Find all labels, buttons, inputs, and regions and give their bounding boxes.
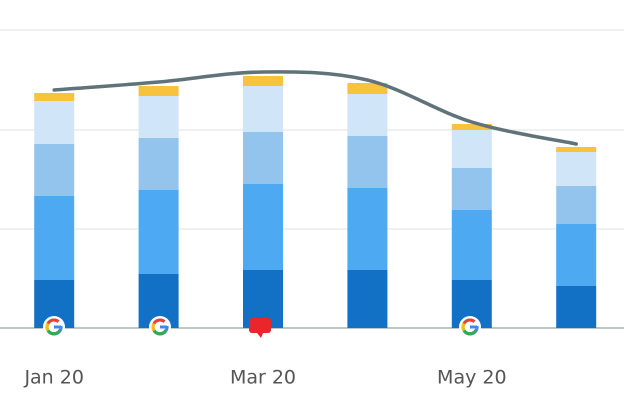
bar-segment xyxy=(347,94,388,136)
bar-segment xyxy=(347,136,388,188)
bar-segment xyxy=(243,184,283,270)
google-icon xyxy=(43,316,65,338)
google-icon xyxy=(459,316,481,338)
bar-segment xyxy=(556,286,597,328)
bar-segment xyxy=(451,130,492,168)
bar-segment xyxy=(34,144,75,196)
trend-line xyxy=(52,70,578,146)
x-tick-label: Jan 20 xyxy=(23,367,84,389)
bar-segment xyxy=(451,168,492,210)
bar-segment xyxy=(138,190,179,274)
bar-segment xyxy=(34,101,75,144)
bar-segment xyxy=(138,86,179,96)
bar-segment xyxy=(34,93,75,101)
bar-segment xyxy=(243,76,283,86)
source-icons xyxy=(43,316,481,338)
bar-segment xyxy=(556,224,597,286)
bar-segment xyxy=(451,210,492,280)
bar-segment xyxy=(34,196,75,280)
bar-segment xyxy=(243,86,283,132)
bar-segment xyxy=(243,132,283,184)
bar-segment xyxy=(347,270,388,328)
bar-segment xyxy=(138,138,179,190)
bar-segment xyxy=(138,96,179,138)
bar-segment xyxy=(347,188,388,270)
bar-segment xyxy=(556,152,597,186)
google-icon xyxy=(149,316,171,338)
bar-segment xyxy=(556,147,597,152)
x-tick-label: Mar 20 xyxy=(230,367,296,389)
bar-segment xyxy=(347,83,388,94)
bar-segment xyxy=(556,186,597,224)
comment-icon xyxy=(249,318,271,338)
x-tick-label: May 20 xyxy=(437,367,507,389)
bar-segment xyxy=(451,124,492,130)
